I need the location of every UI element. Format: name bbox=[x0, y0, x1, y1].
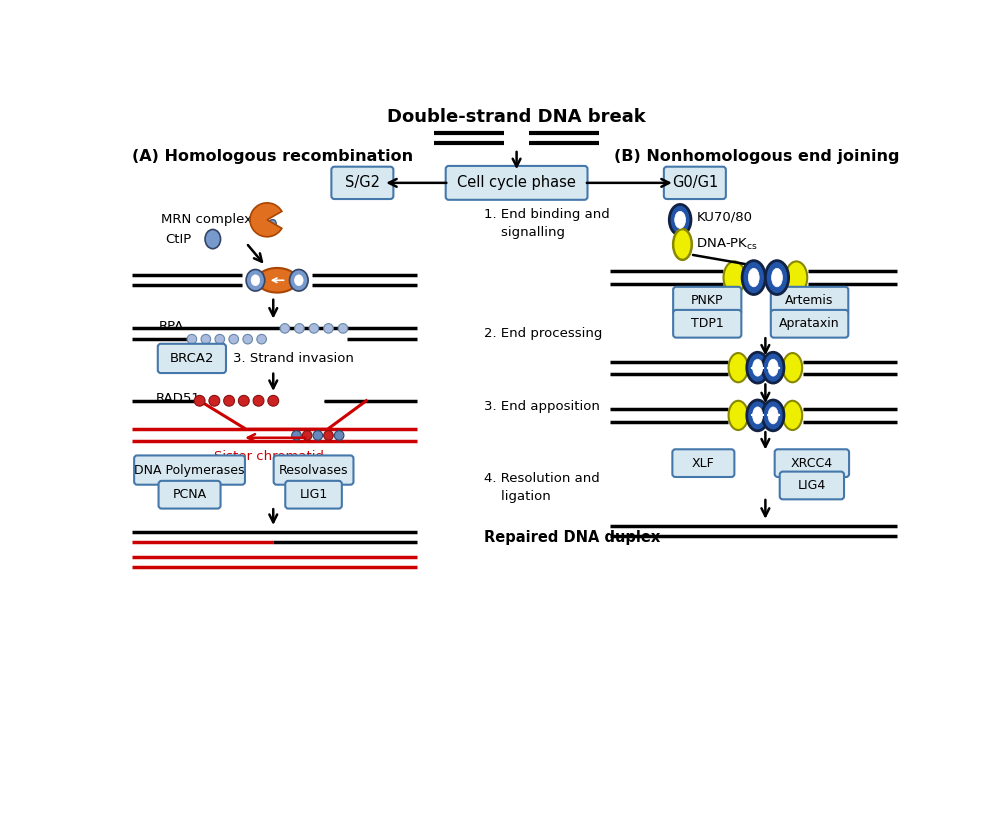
Ellipse shape bbox=[768, 359, 778, 376]
FancyBboxPatch shape bbox=[446, 166, 588, 200]
Ellipse shape bbox=[768, 407, 778, 424]
Ellipse shape bbox=[762, 400, 784, 431]
Circle shape bbox=[238, 395, 249, 407]
Circle shape bbox=[243, 335, 252, 344]
Ellipse shape bbox=[742, 261, 765, 294]
FancyBboxPatch shape bbox=[158, 344, 226, 373]
FancyBboxPatch shape bbox=[285, 481, 342, 509]
Circle shape bbox=[302, 430, 311, 440]
Ellipse shape bbox=[783, 353, 802, 382]
Circle shape bbox=[339, 324, 348, 333]
Ellipse shape bbox=[294, 275, 303, 285]
Text: XLF: XLF bbox=[692, 456, 715, 470]
Text: S/G2: S/G2 bbox=[345, 175, 380, 191]
Text: LIG4: LIG4 bbox=[797, 479, 826, 492]
Ellipse shape bbox=[747, 353, 768, 383]
Ellipse shape bbox=[729, 401, 748, 430]
FancyBboxPatch shape bbox=[771, 287, 849, 315]
Circle shape bbox=[253, 395, 264, 407]
Ellipse shape bbox=[246, 269, 265, 291]
Circle shape bbox=[313, 430, 323, 440]
FancyBboxPatch shape bbox=[673, 310, 741, 338]
Text: (A) Homologous recombination: (A) Homologous recombination bbox=[132, 149, 413, 164]
Ellipse shape bbox=[724, 262, 745, 294]
Ellipse shape bbox=[753, 407, 763, 424]
Text: 3. End apposition: 3. End apposition bbox=[484, 400, 600, 412]
Ellipse shape bbox=[753, 359, 763, 376]
Text: Double-strand DNA break: Double-strand DNA break bbox=[387, 108, 646, 126]
FancyBboxPatch shape bbox=[672, 449, 735, 477]
Circle shape bbox=[294, 324, 304, 333]
Text: BRCA2: BRCA2 bbox=[169, 352, 214, 365]
Ellipse shape bbox=[762, 353, 784, 383]
Circle shape bbox=[335, 430, 344, 440]
Text: Artemis: Artemis bbox=[785, 294, 834, 308]
Circle shape bbox=[201, 335, 211, 344]
Text: G0/G1: G0/G1 bbox=[671, 175, 718, 191]
Text: DNA-PK$_{\mathregular{cs}}$: DNA-PK$_{\mathregular{cs}}$ bbox=[697, 237, 759, 252]
FancyBboxPatch shape bbox=[134, 456, 245, 485]
Circle shape bbox=[187, 335, 197, 344]
Text: 2. End processing: 2. End processing bbox=[484, 327, 603, 340]
Text: Cell cycle phase: Cell cycle phase bbox=[458, 175, 576, 191]
FancyBboxPatch shape bbox=[771, 310, 849, 338]
Ellipse shape bbox=[729, 353, 748, 382]
Circle shape bbox=[209, 395, 220, 407]
Text: RAD51: RAD51 bbox=[155, 392, 201, 405]
Circle shape bbox=[309, 324, 319, 333]
Text: XRCC4: XRCC4 bbox=[791, 456, 833, 470]
Text: PCNA: PCNA bbox=[172, 488, 207, 501]
Ellipse shape bbox=[771, 268, 782, 287]
Circle shape bbox=[224, 395, 235, 407]
Ellipse shape bbox=[747, 400, 768, 431]
Ellipse shape bbox=[674, 211, 685, 228]
Text: (B) Nonhomologous end joining: (B) Nonhomologous end joining bbox=[614, 149, 899, 164]
FancyBboxPatch shape bbox=[664, 167, 726, 199]
Text: MRN complex: MRN complex bbox=[161, 213, 252, 227]
FancyBboxPatch shape bbox=[332, 167, 393, 199]
Text: CtIP: CtIP bbox=[164, 232, 191, 245]
Text: PNKP: PNKP bbox=[691, 294, 724, 308]
Text: KU70/80: KU70/80 bbox=[698, 210, 753, 223]
Text: Repaired DNA duplex: Repaired DNA duplex bbox=[484, 529, 660, 545]
Ellipse shape bbox=[257, 268, 297, 293]
Ellipse shape bbox=[748, 268, 759, 287]
Circle shape bbox=[229, 335, 239, 344]
FancyBboxPatch shape bbox=[673, 287, 741, 315]
Circle shape bbox=[280, 324, 289, 333]
Text: 3. Strand invasion: 3. Strand invasion bbox=[233, 352, 354, 365]
FancyBboxPatch shape bbox=[158, 481, 221, 509]
Text: 1. End binding and
    signalling: 1. End binding and signalling bbox=[484, 208, 610, 239]
Circle shape bbox=[324, 430, 334, 440]
Circle shape bbox=[291, 430, 301, 440]
Text: Resolvases: Resolvases bbox=[279, 464, 349, 477]
Circle shape bbox=[257, 335, 266, 344]
Wedge shape bbox=[250, 203, 282, 236]
Text: Sister chromatid: Sister chromatid bbox=[215, 450, 325, 463]
Circle shape bbox=[215, 335, 225, 344]
Circle shape bbox=[268, 395, 278, 407]
Text: Aprataxin: Aprataxin bbox=[779, 317, 840, 330]
Ellipse shape bbox=[765, 261, 788, 294]
Ellipse shape bbox=[251, 275, 260, 285]
FancyBboxPatch shape bbox=[780, 472, 844, 499]
Ellipse shape bbox=[785, 262, 807, 294]
Ellipse shape bbox=[289, 269, 308, 291]
Ellipse shape bbox=[669, 204, 690, 236]
Text: 4. Resolution and
    ligation: 4. Resolution and ligation bbox=[484, 472, 600, 503]
Circle shape bbox=[195, 395, 205, 407]
Ellipse shape bbox=[783, 401, 802, 430]
Ellipse shape bbox=[205, 229, 221, 249]
Ellipse shape bbox=[265, 219, 276, 232]
Ellipse shape bbox=[673, 229, 691, 260]
Text: LIG1: LIG1 bbox=[299, 488, 328, 501]
Text: DNA Polymerases: DNA Polymerases bbox=[134, 464, 245, 477]
Text: RPA: RPA bbox=[158, 320, 183, 333]
FancyBboxPatch shape bbox=[273, 456, 354, 485]
FancyBboxPatch shape bbox=[775, 449, 849, 477]
Text: TDP1: TDP1 bbox=[690, 317, 724, 330]
Circle shape bbox=[324, 324, 334, 333]
